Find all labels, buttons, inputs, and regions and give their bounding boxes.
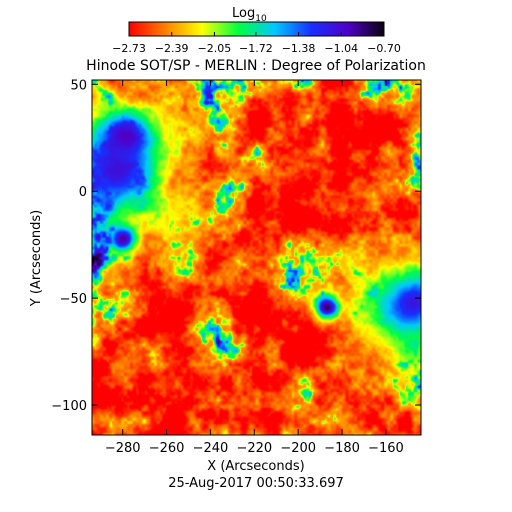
y-tick-label: −100 bbox=[51, 399, 87, 414]
colorbar: Log10 −2.73 −2.39 −2.05 −1.72 −1.38 −1.04 −0.7… bbox=[112, 6, 401, 55]
y-tick-label: 50 bbox=[70, 78, 87, 93]
y-axis-label: Y (Arcseconds) bbox=[29, 210, 44, 307]
x-tick-label: −260 bbox=[149, 441, 185, 456]
heatmap-image bbox=[92, 80, 421, 435]
x-tick-label: −220 bbox=[236, 441, 272, 456]
y-tick-label: 0 bbox=[79, 185, 87, 200]
y-axis: 50 0 −50 −100 bbox=[51, 78, 421, 414]
x-axis-label: X (Arcseconds) bbox=[207, 459, 304, 474]
x-tick-label: −160 bbox=[368, 441, 404, 456]
plot-area bbox=[91, 79, 422, 436]
colorbar-tick-label: −2.39 bbox=[155, 42, 189, 55]
plot-frame bbox=[91, 79, 422, 436]
colorbar-tick-label: −2.05 bbox=[198, 42, 232, 55]
colorbar-tick-label: −1.72 bbox=[239, 42, 273, 55]
x-tick-label: −280 bbox=[105, 441, 141, 456]
y-tick-label: −50 bbox=[60, 292, 87, 307]
colorbar-tick-label: −2.73 bbox=[112, 42, 146, 55]
chart-title: Hinode SOT/SP - MERLIN : Degree of Polar… bbox=[86, 58, 426, 74]
colorbar-tick-label: −0.70 bbox=[367, 42, 401, 55]
colorbar-tick-label: −1.04 bbox=[324, 42, 358, 55]
x-axis: −280 −260 −240 −220 −200 −180 −160 bbox=[105, 80, 404, 456]
colorbar-gradient bbox=[128, 21, 385, 37]
colorbar-ticks: −2.73 −2.39 −2.05 −1.72 −1.38 −1.04 −0.70 bbox=[112, 32, 401, 55]
colorbar-tick-label: −1.38 bbox=[282, 42, 316, 55]
colorbar-label: Log10 bbox=[232, 6, 267, 24]
x-tick-label: −180 bbox=[324, 441, 360, 456]
timestamp: 25-Aug-2017 00:50:33.697 bbox=[168, 476, 344, 491]
x-tick-label: −240 bbox=[193, 441, 229, 456]
x-tick-label: −200 bbox=[280, 441, 316, 456]
